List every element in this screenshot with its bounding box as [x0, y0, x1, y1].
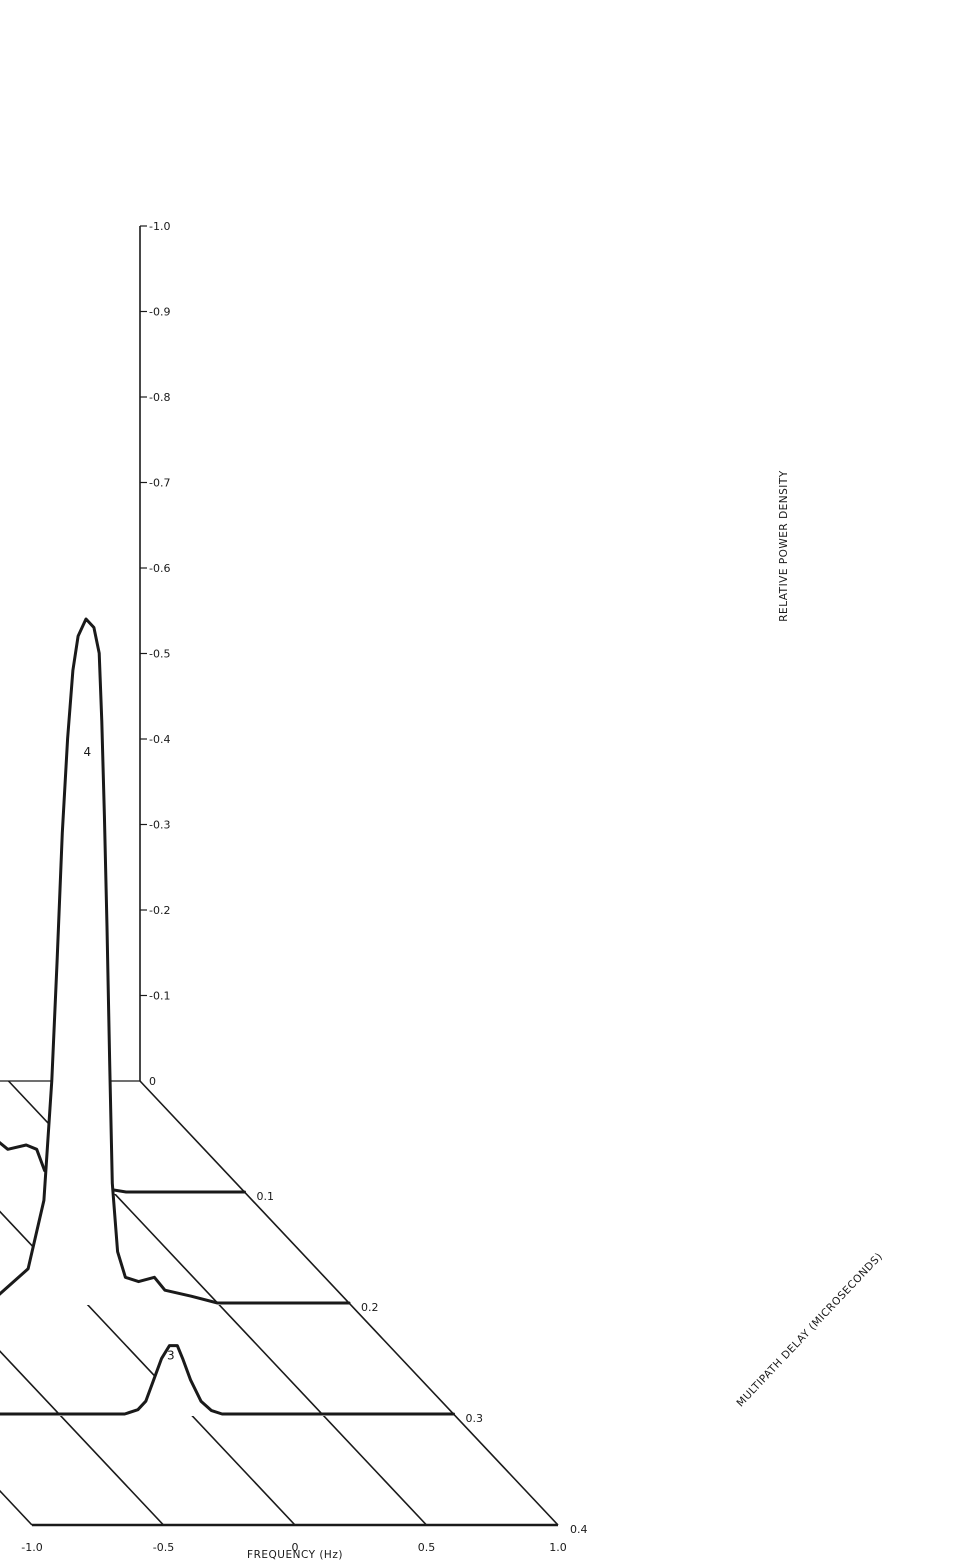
- curve-line-4: [0, 617, 351, 1305]
- x-tick-label: 1.0: [549, 1541, 567, 1554]
- x-tick-label: -1.0: [21, 1541, 42, 1554]
- z-tick-label: -0.6: [149, 562, 170, 575]
- z-tick-label: -0.1: [149, 990, 170, 1003]
- z-tick-label: 0: [149, 1075, 156, 1088]
- z-tick-label: -0.8: [149, 391, 170, 404]
- y-tick-label: 0.4: [570, 1523, 588, 1536]
- curve-fill: [0, 1142, 245, 1194]
- z-tick-label: -0.4: [149, 733, 170, 746]
- curve-fill: [0, 1345, 454, 1416]
- y-axis-title: MULTIPATH DELAY (MICROSECONDS): [734, 1250, 885, 1409]
- z-tick-label: -0.5: [149, 648, 170, 661]
- z-tick-label: -0.3: [149, 819, 170, 832]
- grid-line-freq: [0, 1350, 165, 1526]
- x-tick-label: -0.5: [153, 1541, 174, 1554]
- y-tick-label: 0.1: [257, 1190, 275, 1203]
- curve-line-5: [0, 1140, 246, 1194]
- z-tick-label: -0.9: [149, 306, 170, 319]
- z-tick-label: -0.2: [149, 904, 170, 917]
- curve-fill: [0, 619, 349, 1305]
- z-axis-title: RELATIVE POWER DENSITY: [778, 470, 790, 622]
- axis-labels: 0 -0.1 -0.2 -0.3 -0.4 -0.5 -0.6 -0.7 -0.8 -0.9 -1.…: [21, 220, 885, 1561]
- z-tick-label: -0.7: [149, 477, 170, 490]
- z-axis: [139, 225, 147, 1081]
- spectrum-curves: 543: [0, 617, 455, 1416]
- curve-label-3: 3: [167, 1348, 175, 1362]
- x-tick-label: 0: [292, 1541, 299, 1554]
- y-tick-label: 0.2: [361, 1301, 379, 1314]
- x-tick-label: 0.5: [418, 1541, 436, 1554]
- z-tick-label: -1.0: [149, 220, 170, 233]
- curve-label-4: 4: [83, 745, 91, 759]
- x-axis-title: FREQUENCY (Hz): [247, 1549, 343, 1561]
- y-tick-label: 0.3: [466, 1412, 484, 1425]
- curve-line-3: [0, 1344, 455, 1416]
